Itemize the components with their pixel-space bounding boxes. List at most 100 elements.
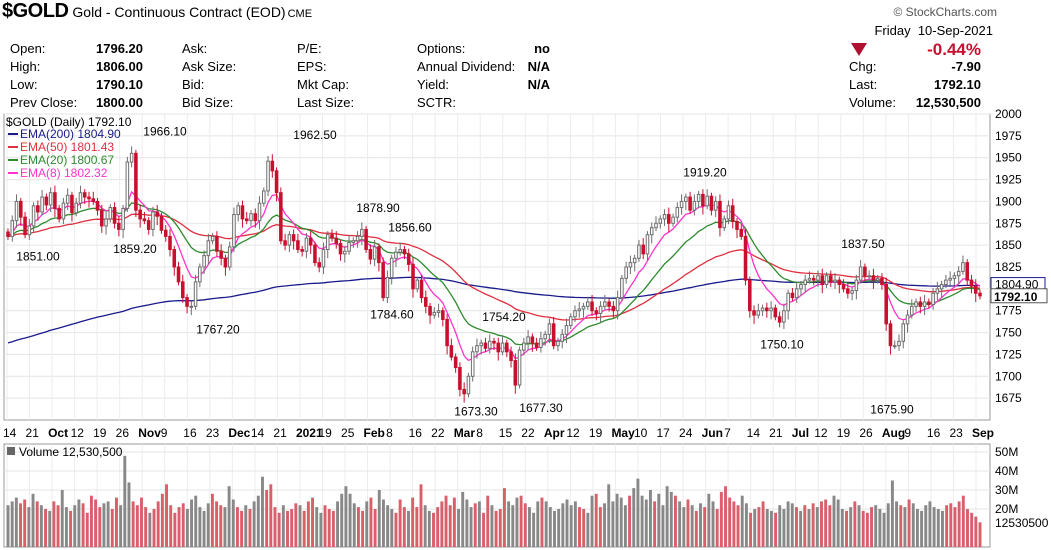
y-tick-label: 1725 — [995, 347, 1022, 361]
candle-body — [155, 211, 159, 217]
price-annotation: 1754.20 — [482, 310, 526, 324]
volume-bar — [632, 488, 636, 547]
candle-body — [927, 301, 931, 306]
candle-body — [671, 216, 675, 224]
candle-body — [914, 301, 918, 307]
volume-bar — [240, 510, 244, 547]
chart-title-row: $GOLD Gold - Continuous Contract (EOD) CME — [2, 0, 312, 26]
x-tick-label: 14 — [3, 426, 17, 440]
volume-bar — [690, 505, 694, 547]
candle-body — [581, 305, 586, 310]
volume-bar — [407, 510, 410, 547]
candle-body — [743, 235, 748, 281]
candle-body — [594, 310, 599, 314]
volume-bar — [148, 512, 152, 547]
volume-bar — [928, 501, 932, 547]
volume-bar — [686, 499, 690, 547]
candle-body — [428, 305, 432, 316]
candle-body — [61, 202, 66, 220]
y-tick-label: 1700 — [995, 369, 1022, 383]
candle-body — [74, 202, 78, 214]
candle-body — [748, 279, 752, 312]
legend-entry: EMA(8) 1802.32 — [20, 166, 108, 180]
volume-bar — [252, 501, 256, 547]
volume-legend-swatch — [7, 447, 15, 455]
volume-bar — [719, 491, 723, 547]
candle-body — [394, 251, 398, 259]
volume-bar — [753, 509, 757, 547]
candle-body — [70, 194, 74, 214]
volume-bar — [277, 512, 281, 547]
candle-body — [505, 342, 509, 353]
volume-bar — [14, 497, 18, 547]
candle-body — [978, 292, 982, 297]
x-tick-label: 21 — [769, 426, 783, 440]
candle-body — [756, 310, 761, 316]
volume-title: Volume 12,530,500 — [19, 445, 123, 459]
volume-bar — [915, 509, 919, 547]
candle-body — [65, 194, 70, 204]
candle-body — [556, 340, 560, 347]
x-tick-label: 24 — [679, 426, 693, 440]
volume-bar — [102, 503, 106, 547]
candle-body — [696, 193, 701, 202]
volume-bar — [119, 505, 123, 547]
quote-label: Annual Dividend: — [417, 59, 516, 74]
candle-body — [773, 307, 778, 318]
candle-body — [210, 235, 215, 242]
candle-body — [445, 318, 449, 347]
candle-body — [867, 275, 871, 278]
volume-bar — [219, 505, 223, 547]
candle-body — [735, 221, 739, 230]
candle-body — [360, 228, 364, 237]
candle-body — [202, 255, 206, 268]
volume-bar — [828, 505, 832, 547]
volume-bar — [707, 493, 711, 547]
candle-body — [36, 205, 40, 213]
candle-body — [432, 311, 437, 316]
candle-body — [858, 266, 863, 281]
candle-body — [956, 270, 961, 277]
quote-label: Open: — [10, 41, 46, 56]
candle-body — [266, 160, 270, 192]
volume-bar — [611, 501, 615, 547]
candle-body — [142, 218, 147, 222]
volume-bar — [457, 509, 461, 547]
x-tick-label: 12 — [566, 426, 580, 440]
volume-bar — [815, 507, 819, 547]
x-tick-label: 25 — [341, 426, 355, 440]
volume-bar — [169, 505, 173, 547]
candle-body — [355, 235, 360, 242]
volume-bar — [648, 490, 652, 547]
quote-value: N/A — [527, 59, 550, 74]
volume-tick-label: 50M — [995, 445, 1018, 459]
y-tick-label: 1825 — [995, 260, 1022, 274]
volume-bar — [674, 495, 677, 547]
volume-bar — [532, 512, 536, 547]
candle-body — [206, 240, 211, 257]
volume-bar — [432, 512, 435, 547]
volume-bar — [903, 507, 907, 547]
volume-tick-label: 20M — [995, 502, 1018, 516]
volume-bar — [10, 501, 14, 547]
volume-bar — [807, 509, 811, 547]
volume-bar — [89, 495, 93, 547]
volume-bar — [473, 503, 477, 547]
candle-body — [701, 193, 705, 207]
candle-body — [952, 275, 957, 279]
x-tick-label: 17 — [657, 426, 671, 440]
volume-bar — [6, 505, 10, 547]
candle-body — [530, 336, 535, 344]
volume-bar — [361, 510, 365, 547]
candle-body — [313, 244, 317, 264]
volume-bar — [440, 501, 444, 547]
volume-bar — [402, 507, 406, 547]
candle-body — [236, 205, 240, 216]
x-tick-label: 19 — [589, 426, 603, 440]
candle-body — [598, 305, 603, 314]
volume-bar — [60, 490, 64, 547]
candle-body — [513, 360, 518, 386]
quote-value: no — [534, 41, 550, 56]
volume-bar — [352, 503, 356, 547]
candle-body — [193, 281, 198, 307]
